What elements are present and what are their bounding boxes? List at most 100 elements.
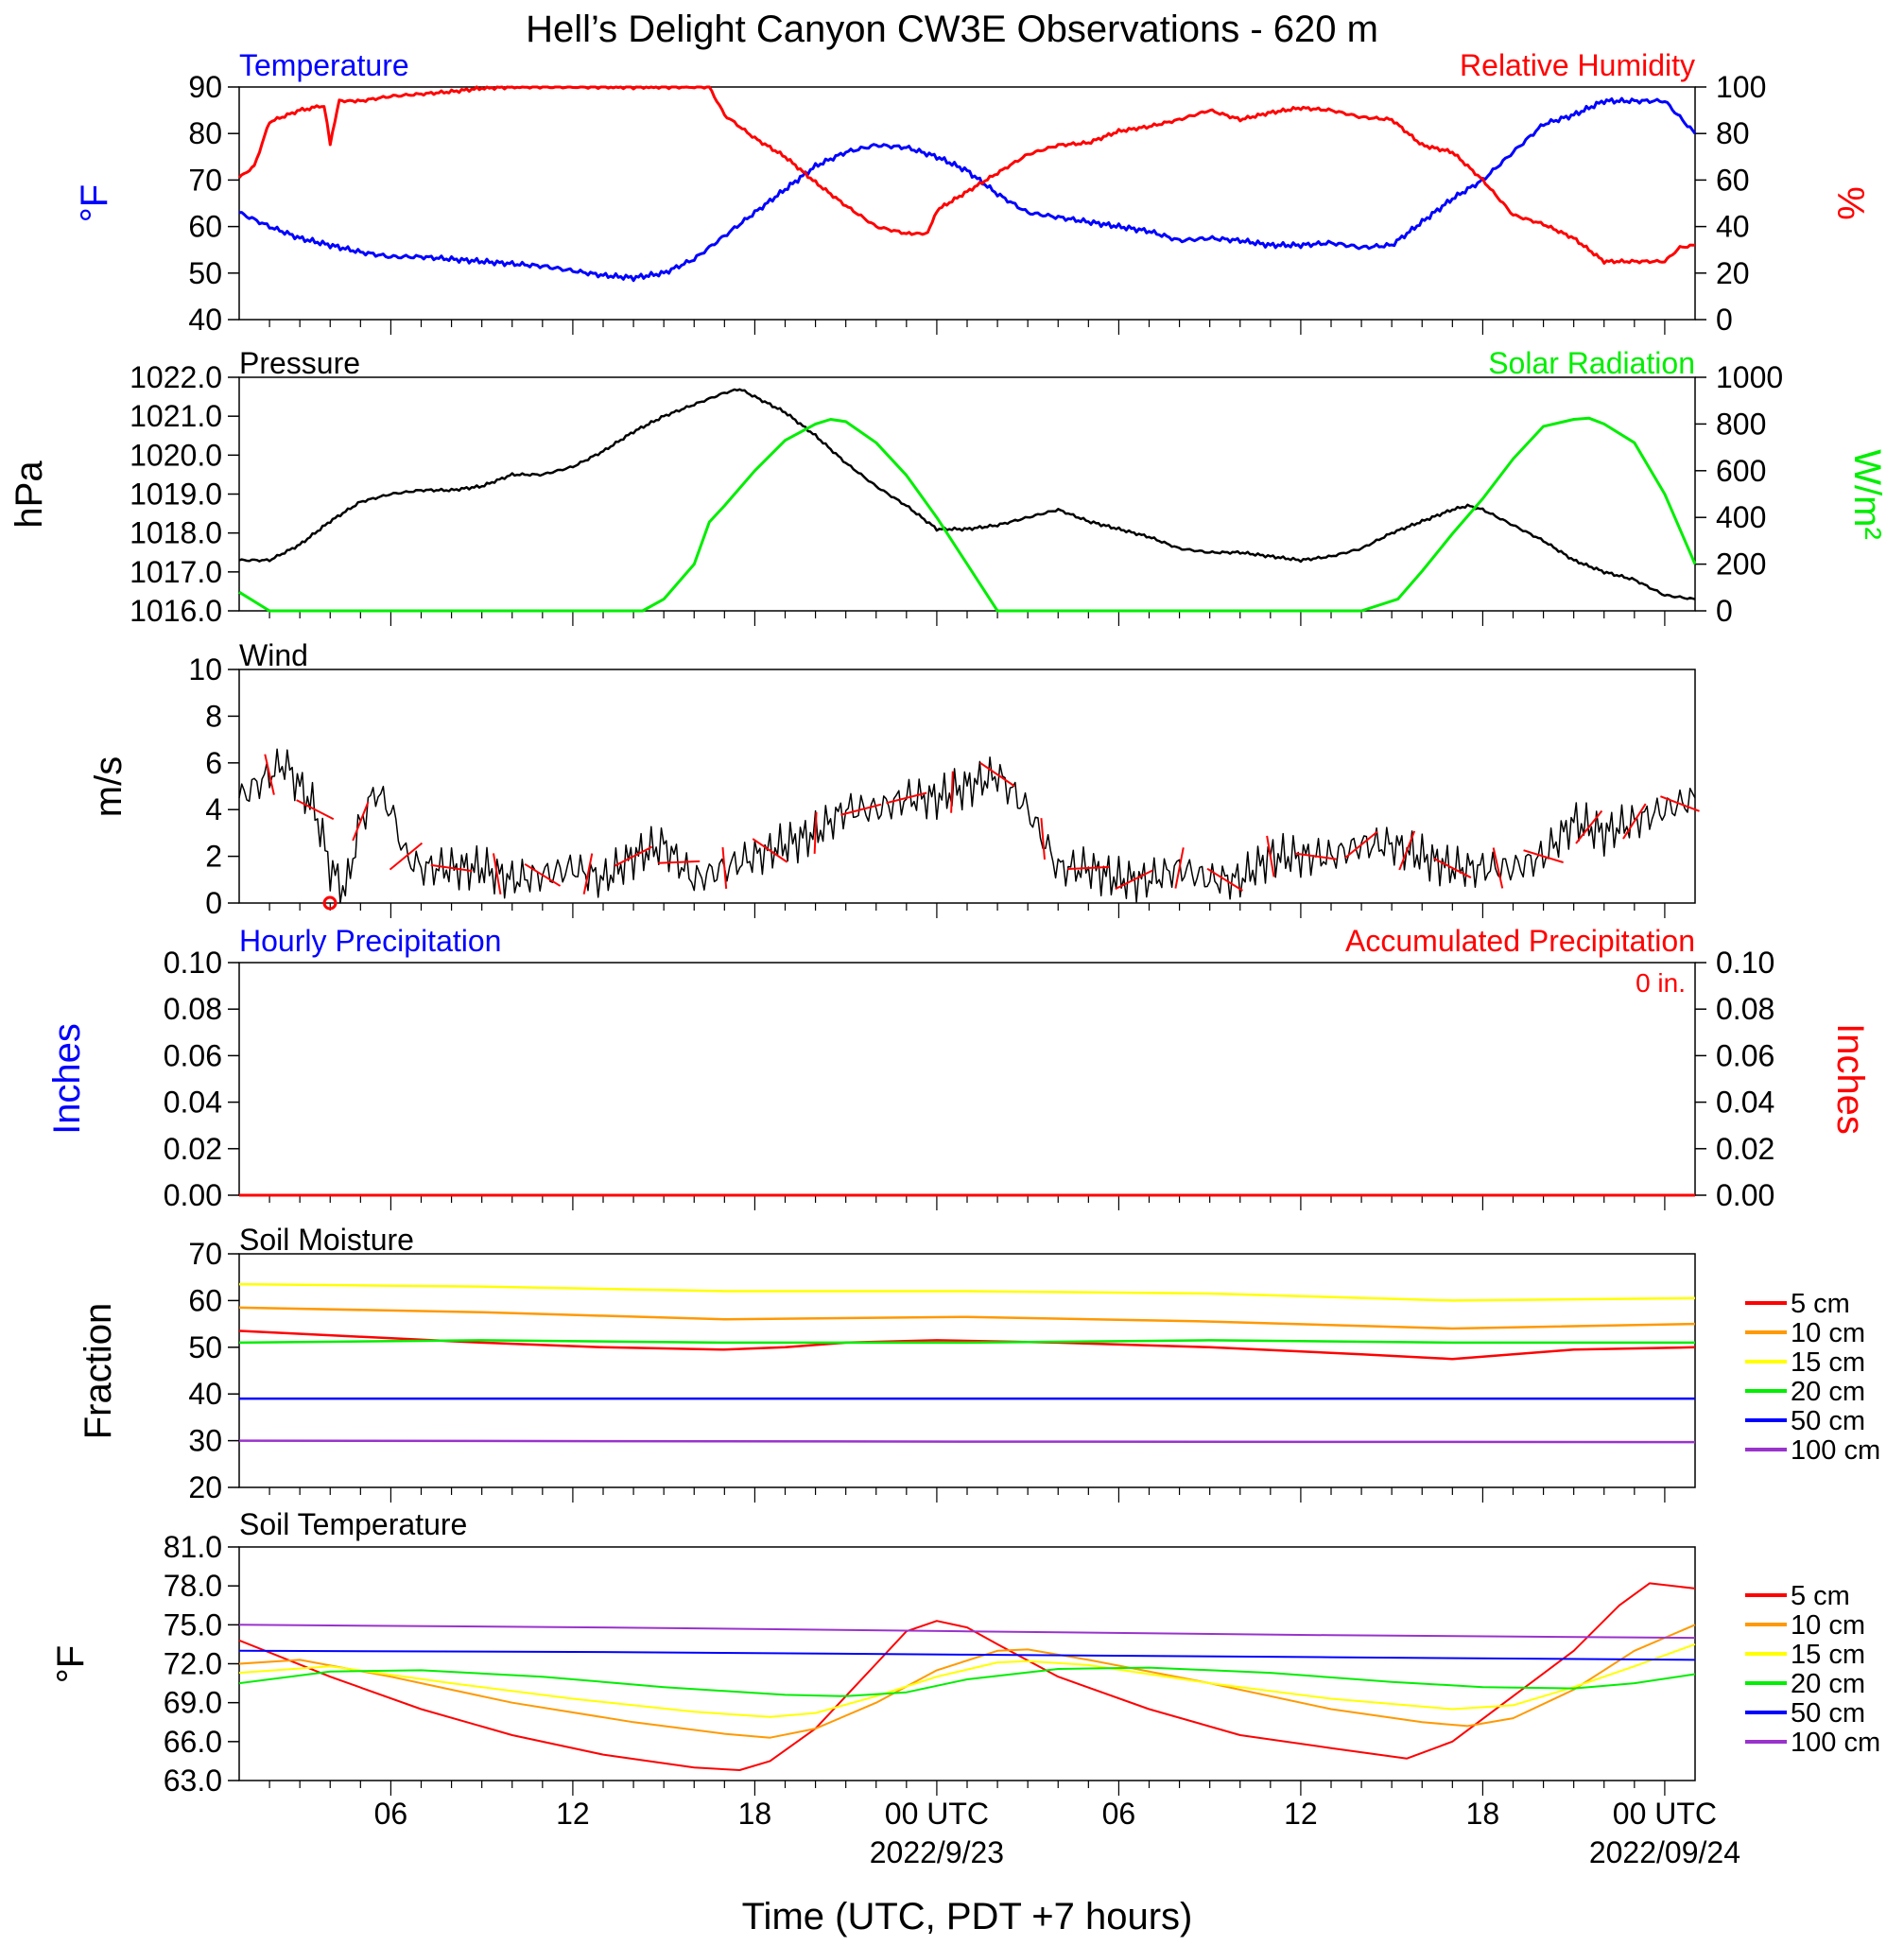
rh-tick-label: 100 xyxy=(1716,70,1766,104)
accum-precip-tick-label: 0.06 xyxy=(1716,1038,1774,1072)
solar-axis-label: W/m² xyxy=(1846,449,1888,540)
wind-direction-barb xyxy=(950,771,954,813)
solar-tick-label: 600 xyxy=(1716,454,1766,488)
x-axis-ticks: 06 12 18 00 UTC 2022/9/23 06 12 18 00 UTC 2022/09… xyxy=(374,1797,1740,1869)
temperature-tick-label: 40 xyxy=(188,303,222,337)
soil-temp-frame xyxy=(238,1546,1696,1781)
hourly-precip-tick-label: 0.02 xyxy=(164,1132,222,1166)
50-cm-line xyxy=(238,1649,1696,1661)
wind-direction-barb xyxy=(582,853,594,895)
soil-temp-title: Soil Temperature xyxy=(239,1507,467,1541)
wind-direction-barb xyxy=(1266,835,1275,877)
rh-tick-label: 80 xyxy=(1716,116,1750,150)
wind-direction-barb xyxy=(430,863,473,873)
rh-tick-label: 40 xyxy=(1716,210,1750,244)
hourly-precip-tick-label: 0.10 xyxy=(164,946,222,980)
solar-title: Solar Radiation xyxy=(1488,346,1695,380)
wind-direction-barb xyxy=(1398,830,1416,871)
precip-panel: Hourly Precipitation Accumulated Precipi… xyxy=(46,924,1871,1212)
pressure-solar-frame xyxy=(238,376,1696,612)
pressure-tick-label: 1019.0 xyxy=(130,478,222,512)
accum-precip-tick-label: 0.10 xyxy=(1716,946,1774,980)
wind-tick-label: 4 xyxy=(205,792,222,826)
solar-tick-label: 400 xyxy=(1716,500,1766,534)
wind-direction-barb xyxy=(524,862,562,887)
wind-tick-label: 6 xyxy=(205,746,222,780)
solar-tick-label: 200 xyxy=(1716,547,1766,582)
wind-direction-barb xyxy=(614,845,653,867)
wind-panel: Wind m/s 10 8 6 4 2 0 xyxy=(88,638,1700,920)
wind-direction-barb xyxy=(1433,857,1472,878)
wind-left-ticks: 10 8 6 4 2 0 xyxy=(188,652,239,920)
pressure-tick-label: 1017.0 xyxy=(130,555,222,589)
temperature-tick-label: 50 xyxy=(188,256,222,290)
accum-precip-tick-label: 0.00 xyxy=(1716,1178,1774,1212)
wind-direction-barb xyxy=(1206,867,1243,892)
hourly-precip-tick-label: 0.06 xyxy=(164,1038,222,1072)
rh-tick-label: 0 xyxy=(1716,303,1733,337)
15-cm-line xyxy=(238,1282,1696,1302)
hourly-precip-axis-label: Inches xyxy=(46,1023,88,1135)
wind-direction-barb xyxy=(1174,847,1185,889)
solar-radiation-line xyxy=(238,416,1697,613)
soil-moisture-tick-label: 20 xyxy=(188,1470,222,1504)
legend-label: 10 cm xyxy=(1791,1610,1865,1641)
wind-tick-label: 10 xyxy=(188,652,222,686)
20-cm-line xyxy=(238,1666,1696,1697)
wind-direction-barb xyxy=(752,838,788,863)
wind-direction-barb xyxy=(389,842,424,871)
pressure-solar-plot xyxy=(238,388,1697,626)
legend-label: 20 cm xyxy=(1791,1669,1865,1699)
wind-direction-barb xyxy=(1575,809,1603,844)
temperature-tick-label: 70 xyxy=(188,163,222,197)
wind-direction-barb xyxy=(658,860,701,864)
wind-direction-barb xyxy=(1067,865,1110,871)
x-tick-date-label: 2022/09/24 xyxy=(1589,1835,1740,1869)
soil-moisture-title: Soil Moisture xyxy=(239,1223,414,1257)
wind-direction-barb xyxy=(492,853,502,895)
temperature-axis-label: °F xyxy=(74,184,115,222)
rh-axis-label: % xyxy=(1829,186,1871,220)
pressure-axis-label: hPa xyxy=(9,460,50,529)
soil-temp-tick-label: 66.0 xyxy=(164,1725,222,1759)
soil-temp-tick-label: 78.0 xyxy=(164,1569,222,1603)
wind-direction-barb xyxy=(352,801,370,842)
wind-direction-barb xyxy=(1622,803,1647,840)
soil-temp-left-ticks: 81.0 78.0 75.0 72.0 69.0 66.0 63.0 xyxy=(164,1530,239,1798)
solar-right-ticks: 1000 800 600 400 200 0 xyxy=(1695,360,1783,628)
x-tick-label: 18 xyxy=(1466,1797,1500,1831)
wind-tick-label: 2 xyxy=(205,840,222,874)
chart-title: Hell’s Delight Canyon CW3E Observations … xyxy=(526,9,1378,50)
x-tick-label: 12 xyxy=(556,1797,590,1831)
relative-humidity-line xyxy=(237,85,1696,265)
wind-direction-barb xyxy=(296,799,335,821)
legend-label: 100 cm xyxy=(1791,1435,1880,1466)
accum-precip-tick-label: 0.02 xyxy=(1716,1132,1774,1166)
wind-direction-barb xyxy=(1115,869,1153,890)
wind-direction-barb xyxy=(1523,849,1564,863)
soil-temp-tick-label: 75.0 xyxy=(164,1607,222,1642)
soil-moisture-tick-label: 60 xyxy=(188,1283,222,1317)
5-cm-line xyxy=(238,1329,1696,1361)
solar-tick-label: 0 xyxy=(1716,594,1733,628)
soil-moisture-frame xyxy=(238,1253,1696,1488)
temp-rh-frame xyxy=(238,86,1696,321)
wind-line xyxy=(238,748,1696,904)
soil-temp-panel: Soil Temperature °F 81.0 78.0 75.0 72.0 69.0… xyxy=(50,1507,1880,1798)
10-cm-line xyxy=(238,1624,1696,1739)
wind-tick-label: 8 xyxy=(205,699,222,733)
soil-moisture-tick-label: 50 xyxy=(188,1330,222,1364)
x-tick-label: 18 xyxy=(738,1797,772,1831)
soil-temp-tick-label: 69.0 xyxy=(164,1686,222,1720)
rh-tick-label: 20 xyxy=(1716,256,1750,290)
accum-precip-title: Accumulated Precipitation xyxy=(1345,924,1695,958)
wind-direction-barb xyxy=(1295,852,1337,860)
10-cm-line xyxy=(238,1306,1696,1330)
legend-label: 100 cm xyxy=(1791,1728,1880,1758)
precip-left-ticks: 0.10 0.08 0.06 0.04 0.02 0.00 xyxy=(164,946,239,1212)
x-tick-label: 06 xyxy=(374,1797,408,1831)
rh-tick-label: 60 xyxy=(1716,163,1750,197)
wind-direction-barb xyxy=(1492,847,1504,889)
rh-title: Relative Humidity xyxy=(1460,48,1695,82)
legend-label: 50 cm xyxy=(1791,1406,1865,1436)
